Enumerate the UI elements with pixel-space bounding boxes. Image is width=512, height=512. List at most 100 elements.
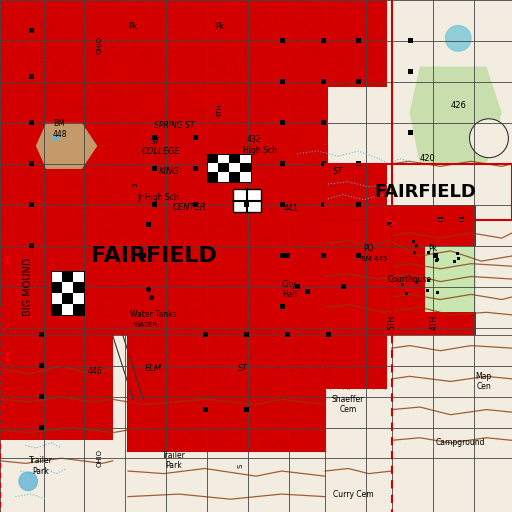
Point bbox=[394, 330, 402, 338]
Point bbox=[203, 274, 211, 282]
Point bbox=[263, 423, 271, 432]
Point bbox=[330, 160, 338, 168]
Point bbox=[392, 300, 400, 308]
Point bbox=[206, 214, 215, 222]
Point bbox=[133, 408, 141, 416]
Point bbox=[224, 350, 232, 358]
Point bbox=[437, 241, 445, 249]
Point bbox=[461, 255, 469, 264]
Point bbox=[138, 315, 146, 324]
Point bbox=[39, 388, 47, 396]
Point bbox=[377, 2, 386, 10]
Point bbox=[312, 370, 320, 378]
Point bbox=[153, 367, 161, 375]
Point bbox=[22, 296, 30, 305]
Point bbox=[120, 14, 129, 23]
Point bbox=[374, 210, 382, 219]
Point bbox=[138, 301, 146, 309]
Point bbox=[293, 304, 301, 312]
Point bbox=[66, 134, 74, 142]
Point bbox=[80, 178, 89, 186]
Point bbox=[275, 238, 284, 246]
Point bbox=[251, 229, 260, 237]
Point bbox=[275, 428, 283, 436]
Point bbox=[336, 110, 344, 118]
Point bbox=[457, 34, 465, 42]
Point bbox=[127, 61, 136, 69]
Point bbox=[294, 269, 303, 277]
Point bbox=[365, 359, 373, 367]
Point bbox=[22, 328, 30, 336]
Point bbox=[171, 0, 179, 7]
Point bbox=[70, 435, 78, 443]
Point bbox=[36, 292, 44, 300]
Point bbox=[89, 328, 97, 336]
Point bbox=[74, 209, 82, 218]
Point bbox=[275, 131, 284, 139]
Point bbox=[221, 313, 229, 321]
Point bbox=[191, 296, 200, 305]
Point bbox=[0, 182, 6, 190]
Point bbox=[77, 24, 86, 32]
Point bbox=[18, 116, 26, 124]
Point bbox=[92, 187, 100, 195]
Point bbox=[333, 204, 342, 212]
Point bbox=[0, 357, 8, 365]
Point bbox=[326, 272, 334, 281]
Point bbox=[120, 297, 128, 305]
Point bbox=[18, 295, 26, 303]
Point bbox=[92, 355, 100, 363]
Point bbox=[308, 417, 316, 425]
Point bbox=[266, 139, 274, 147]
Point bbox=[75, 334, 83, 342]
Point bbox=[301, 216, 309, 224]
Point bbox=[304, 240, 312, 248]
Point bbox=[342, 5, 350, 13]
Point bbox=[122, 302, 131, 310]
Point bbox=[142, 92, 150, 100]
Point bbox=[0, 311, 7, 319]
Point bbox=[22, 354, 30, 362]
Point bbox=[148, 276, 157, 284]
Point bbox=[75, 407, 83, 415]
Point bbox=[39, 399, 47, 407]
Point bbox=[117, 85, 125, 93]
Point bbox=[44, 248, 52, 256]
Point bbox=[325, 356, 333, 365]
Point bbox=[231, 308, 239, 316]
Point bbox=[11, 99, 19, 107]
Point bbox=[311, 49, 319, 57]
Point bbox=[36, 414, 44, 422]
Point bbox=[393, 39, 401, 47]
Point bbox=[305, 148, 313, 157]
Point bbox=[15, 286, 24, 294]
Point bbox=[356, 155, 364, 163]
Point bbox=[111, 322, 119, 330]
Point bbox=[201, 108, 209, 116]
Point bbox=[216, 437, 224, 445]
Point bbox=[378, 314, 386, 322]
Point bbox=[29, 245, 37, 253]
Point bbox=[369, 180, 377, 188]
Point bbox=[171, 181, 179, 189]
Point bbox=[273, 278, 282, 286]
Point bbox=[427, 230, 435, 238]
Point bbox=[111, 202, 119, 210]
Point bbox=[288, 311, 296, 319]
Point bbox=[50, 275, 58, 284]
Point bbox=[424, 218, 433, 226]
Point bbox=[319, 54, 327, 62]
Point bbox=[155, 227, 163, 236]
Point bbox=[130, 361, 138, 369]
Point bbox=[205, 185, 213, 193]
Point bbox=[298, 369, 307, 377]
Point bbox=[7, 101, 15, 109]
Point bbox=[159, 97, 167, 105]
Point bbox=[266, 248, 274, 256]
Point bbox=[158, 66, 166, 74]
Point bbox=[118, 327, 126, 335]
Point bbox=[264, 325, 272, 333]
Point bbox=[144, 308, 153, 316]
Point bbox=[370, 83, 378, 92]
Point bbox=[93, 110, 101, 118]
